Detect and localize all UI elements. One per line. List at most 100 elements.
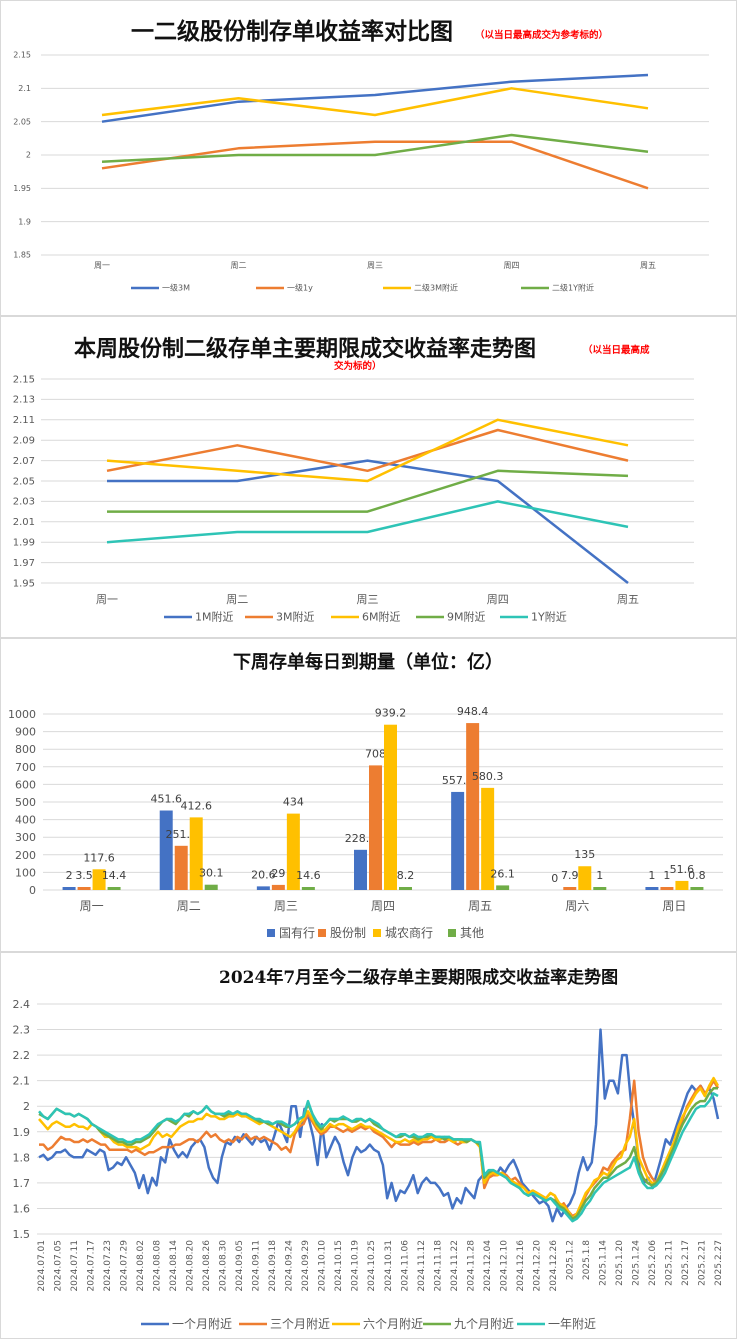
bar [174,845,188,890]
data-label: 135 [574,848,595,861]
chart-title: 下周存单每日到期量（单位：亿） [233,651,503,673]
bar [593,887,607,890]
series-line [38,1092,719,1223]
bar [286,813,300,890]
y-tick-label: 900 [15,726,36,739]
legend-label: 其他 [460,926,484,940]
data-label: 451.6 [150,793,182,806]
y-tick-label: 2.11 [13,415,35,426]
series-line [38,1087,718,1220]
series-line [38,1076,720,1220]
series-line [101,133,649,163]
data-label: 2 [66,869,73,882]
data-label: 30.1 [199,867,224,880]
y-tick-label: 2.01 [13,517,35,528]
data-label: 26.1 [490,867,515,880]
x-tick-label: 2024.12.20 [532,1240,542,1292]
legend-label: 二级1Y附近 [552,283,594,293]
chart-note-line2: 交为标的） [334,360,382,372]
bar [354,849,367,890]
series-line [101,140,649,190]
y-tick-label: 2.13 [13,395,35,406]
data-label: 0 [551,872,558,885]
x-tick-label: 周二 [177,899,201,913]
y-tick-label: 0 [29,884,36,897]
x-tick-label: 2024.12.16 [516,1240,526,1292]
bar [496,885,510,890]
y-tick-label: 1.8 [13,1151,31,1164]
legend-label: 9M附近 [447,610,486,624]
series-line [106,418,629,483]
data-label: 251.1 [165,828,197,841]
x-tick-label: 2024.11.18 [433,1240,443,1292]
x-tick-label: 2024.08.08 [153,1240,163,1292]
x-tick-label: 2024.11.06 [400,1240,410,1292]
chart-note-line1: （以当日最高成 [583,344,650,356]
series-line [101,87,649,117]
y-tick-label: 2 [23,1100,30,1113]
x-tick-label: 2025.1.14 [598,1240,608,1286]
legend-marker [318,929,326,937]
x-tick-label: 2025.2.27 [714,1240,724,1286]
long-term-trend-chart: 2024年7月至今二级存单主要期限成交收益率走势图 1.5 1.6 1.7 1.8 1.… [13,967,725,1331]
legend-label: 3M附近 [276,610,315,624]
data-label: 3.5 [75,869,93,882]
series-line [38,1028,720,1223]
x-tick-label: 2024.07.29 [120,1240,130,1292]
legend-label: 国有行 [279,926,315,940]
x-tick-label: 周三 [367,261,383,270]
x-tick-label: 2025.1.8 [582,1240,592,1280]
legend-label: 一年附近 [548,1317,596,1331]
data-label: 29 [271,867,285,880]
y-tick-label: 600 [15,778,36,791]
y-tick-label: 2.07 [13,456,35,467]
chart-note: （以当日最高成交为参考标的） [475,29,608,41]
y-tick-label: 500 [15,796,36,809]
legend-label: 一级1y [287,283,313,293]
y-tick-label: 800 [15,743,36,756]
x-tick-label: 2024.12.10 [499,1240,509,1292]
data-label: 0.8 [688,869,706,882]
data-label: 14.6 [296,869,321,882]
bar [384,724,397,890]
y-tick-label: 1.97 [13,558,35,569]
data-label: 117.6 [83,851,115,864]
x-tick-label: 周三 [274,899,298,913]
bar [578,866,592,890]
bar [256,886,270,890]
x-tick-label: 2024.08.26 [202,1240,212,1292]
data-label: 939.2 [375,707,407,720]
x-tick-label: 2025.1.2 [565,1240,575,1280]
x-tick-label: 2024.12.04 [483,1240,493,1292]
series-line [107,459,629,584]
x-tick-label: 周一 [80,899,104,913]
legend-label: 城农商行 [385,925,433,940]
y-tick-label: 1.5 [13,1228,31,1241]
data-label: 20.6 [251,868,276,881]
data-label: 14.4 [102,869,127,882]
x-tick-label: 2024.11.22 [450,1240,460,1292]
series-line [106,500,629,544]
y-tick-label: 2.05 [13,117,31,126]
y-tick-label: 1.9 [13,1126,31,1139]
data-label: 7.9 [561,869,579,882]
y-tick-label: 1.7 [13,1177,31,1190]
legend-marker [267,929,275,937]
legend-marker [448,929,456,937]
x-tick-label: 2024.07.23 [103,1240,113,1292]
x-tick-label: 2024.10.25 [367,1240,377,1292]
y-tick-label: 1.85 [13,251,31,260]
y-tick-label: 2.15 [13,51,31,60]
y-tick-label: 2.09 [13,436,35,447]
bar [189,817,203,890]
x-tick-label: 2024.11.28 [466,1240,476,1292]
chart-panel-yield-comparison: 一二级股份制存单收益率对比图 （以当日最高成交为参考标的） 1.85 1.9 1.9… [0,0,737,316]
bar [107,887,121,890]
y-tick-label: 200 [15,849,36,862]
x-tick-label: 周四 [371,899,395,913]
legend-label: 1Y附近 [531,610,567,624]
data-label: 580.3 [472,770,504,783]
y-tick-label: 100 [15,866,36,879]
y-tick-label: 1.9 [18,217,31,226]
bar [301,887,315,890]
